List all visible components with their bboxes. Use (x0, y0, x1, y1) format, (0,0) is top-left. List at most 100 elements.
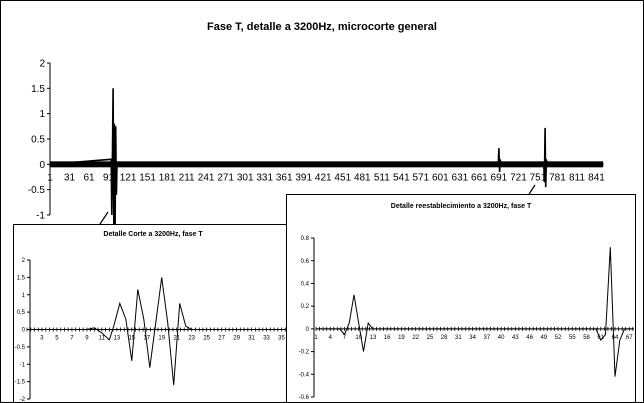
x-tick-label: 691 (491, 172, 508, 183)
chart-title: Fase T, detalle a 3200Hz, microcorte gen… (207, 21, 437, 33)
x-tick-label: 31 (455, 335, 462, 341)
x-tick-label: 211 (179, 172, 195, 183)
y-tick-label: -1 (20, 362, 26, 368)
y-tick-label: -1.5 (15, 380, 26, 386)
x-tick-label: 811 (569, 172, 585, 183)
x-tick-label: 13 (370, 335, 377, 341)
x-tick-label: 181 (159, 172, 176, 183)
y-tick-label: -0.6 (299, 395, 310, 401)
x-tick-label: 511 (374, 172, 390, 183)
x-tick-label: 331 (256, 172, 273, 183)
x-tick-label: 33 (263, 336, 270, 342)
x-tick-label: 11 (99, 336, 106, 342)
y-tick-label: 2 (22, 258, 26, 264)
x-tick-label: 451 (334, 172, 351, 183)
x-tick-label: 9 (85, 336, 89, 342)
y-tick-label: 0 (22, 328, 26, 334)
x-tick-label: 3 (40, 336, 44, 342)
chart-title: Detalle Corte a 3200Hz, fase T (103, 231, 203, 238)
x-tick-label: 1 (314, 335, 318, 341)
x-tick-label: 391 (295, 172, 312, 183)
x-tick-label: 61 (83, 172, 95, 183)
y-tick-label: 0.2 (301, 304, 310, 310)
y-tick-label: 1 (22, 293, 26, 299)
x-tick-label: 781 (549, 172, 566, 183)
y-tick-label: 1.5 (31, 84, 45, 95)
x-tick-label: 29 (233, 336, 240, 342)
x-tick-label: 151 (139, 172, 156, 183)
y-tick-label: 2 (39, 59, 45, 70)
corte-detail-chart: Detalle Corte a 3200Hz, fase T -2 -1.5 -1 -0… (13, 224, 293, 403)
x-tick-label: 25 (427, 335, 434, 341)
y-tick-label: -0.2 (299, 350, 310, 356)
reestablecimiento-detail-chart: Detalle reestablecimiento a 3200Hz, fase… (286, 194, 636, 403)
x-tick-label: 841 (588, 172, 605, 183)
x-tick-label: 31 (248, 336, 255, 342)
y-tick-label: 1 (39, 109, 45, 120)
x-tick-label: 58 (583, 335, 590, 341)
x-tick-label: 55 (569, 335, 576, 341)
y-tick-label: -1 (36, 211, 45, 222)
x-tick-label: 121 (120, 172, 137, 183)
y-tick-label: 0.8 (301, 236, 310, 242)
x-tick-label: 4 (329, 335, 333, 341)
x-tick-label: 721 (510, 172, 527, 183)
series-line (316, 247, 634, 377)
x-tick-label: 481 (354, 172, 371, 183)
x-tick-label: 661 (471, 172, 488, 183)
y-tick-label: 0.5 (17, 310, 26, 316)
x-tick-label: 16 (384, 335, 391, 341)
x-tick-label: 1 (47, 172, 53, 183)
x-tick-label: 571 (412, 172, 429, 183)
x-tick-label: 61 (597, 335, 604, 341)
x-tick-label: 751 (530, 172, 547, 183)
x-tick-label: 64 (612, 335, 619, 341)
x-tick-label: 23 (188, 336, 195, 342)
x-tick-label: 37 (484, 335, 491, 341)
chart-frame (13, 224, 293, 403)
y-tick-label: 0 (39, 160, 45, 171)
x-tick-label: 43 (512, 335, 519, 341)
y-tick-label: -0.5 (28, 185, 46, 196)
x-tick-label: 7 (343, 335, 347, 341)
x-tick-label: 22 (412, 335, 419, 341)
x-tick-label: 27 (218, 336, 225, 342)
x-tick-label: 67 (626, 335, 633, 341)
x-tick-label: 241 (198, 172, 215, 183)
y-tick-label: 0.6 (301, 259, 310, 265)
x-tick-label: 5 (55, 336, 59, 342)
y-tick-label: 0.4 (301, 282, 310, 288)
x-tick-label: 631 (452, 172, 469, 183)
x-tick-label: 361 (276, 172, 293, 183)
x-tick-label: 19 (158, 336, 165, 342)
x-tick-label: 25 (203, 336, 210, 342)
x-tick-label: 46 (526, 335, 533, 341)
y-tick-label: 0.5 (31, 135, 45, 146)
x-tick-label: 10 (355, 335, 362, 341)
x-tick-label: 91 (103, 172, 115, 183)
y-tick-label: 0 (306, 327, 310, 333)
x-tick-label: 28 (441, 335, 448, 341)
x-tick-label: 31 (64, 172, 76, 183)
y-tick-label: -0.4 (299, 372, 310, 378)
series-line (27, 277, 289, 386)
x-tick-label: 40 (498, 335, 505, 341)
signal-band (50, 161, 603, 168)
y-tick-label: 1.5 (17, 275, 26, 281)
chart-frame (286, 194, 636, 403)
x-tick-label: 49 (540, 335, 547, 341)
x-tick-label: 301 (237, 172, 254, 183)
chart-title: Detalle reestablecimiento a 3200Hz, fase… (391, 203, 532, 210)
x-tick-label: 271 (217, 172, 234, 183)
y-tick-label: -2 (20, 397, 26, 403)
x-tick-label: 34 (469, 335, 476, 341)
x-tick-label: 15 (128, 336, 135, 342)
y-tick-label: -0.5 (15, 345, 26, 351)
x-tick-label: 52 (555, 335, 562, 341)
x-tick-label: 601 (432, 172, 449, 183)
x-tick-label: 35 (278, 336, 285, 342)
x-tick-label: 421 (315, 172, 332, 183)
x-tick-label: 541 (393, 172, 410, 183)
x-tick-label: 7 (70, 336, 74, 342)
x-tick-label: 13 (113, 336, 120, 342)
